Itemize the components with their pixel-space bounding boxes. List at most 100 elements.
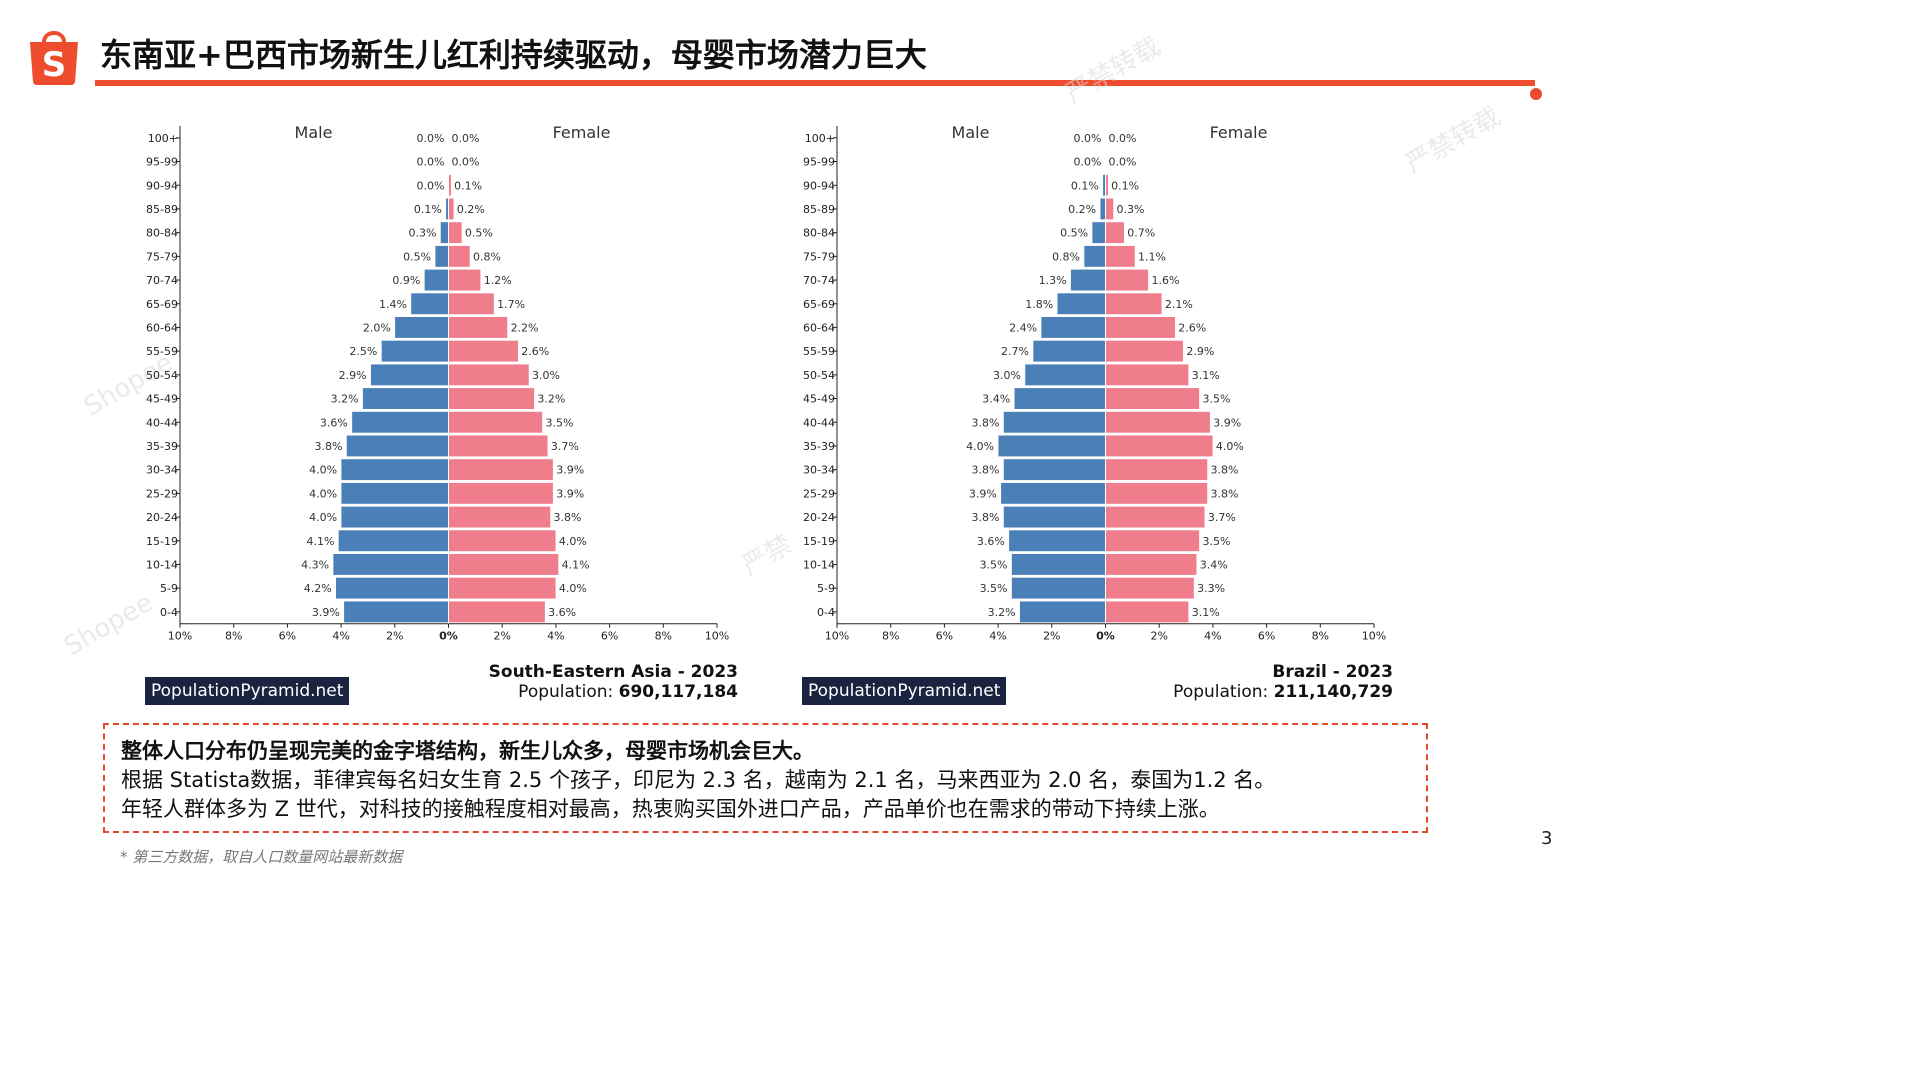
age-group-label: 75-79 (803, 250, 835, 263)
age-group-label: 100+ (148, 132, 178, 145)
age-group-label: 70-74 (803, 274, 835, 287)
age-group-label: 45-49 (146, 393, 178, 406)
male-bar (1019, 600, 1106, 623)
x-tick-label: 10% (705, 630, 729, 643)
female-bar (1105, 340, 1184, 363)
age-group-label: 90-94 (146, 179, 178, 192)
male-bar (1056, 292, 1106, 315)
female-bar (1105, 529, 1200, 552)
summary-line-1: 根据 Statista数据，菲律宾每名妇女生育 2.5 个孩子，印尼为 2.3 … (121, 768, 1276, 792)
male-bar (1011, 577, 1106, 600)
x-tick-label: 6% (601, 630, 618, 643)
female-value-label: 3.4% (1200, 558, 1228, 571)
female-bar (1105, 316, 1176, 339)
age-group-label: 65-69 (803, 298, 835, 311)
age-group-label: 40-44 (146, 416, 178, 429)
female-value-label: 3.0% (532, 369, 560, 382)
male-value-label: 4.0% (309, 511, 337, 524)
female-bar (448, 316, 508, 339)
female-value-label: 3.9% (1213, 416, 1241, 429)
x-tick-label: 2% (493, 630, 510, 643)
watermark: 严禁转载 (1060, 31, 1166, 110)
male-value-label: 3.8% (972, 416, 1000, 429)
female-value-label: 3.5% (1202, 535, 1230, 548)
female-value-label: 1.2% (484, 274, 512, 287)
female-bar (448, 411, 543, 434)
x-tick-label: 8% (655, 630, 672, 643)
male-bar (343, 600, 449, 623)
male-value-label: 2.5% (349, 345, 377, 358)
female-value-label: 0.0% (1109, 132, 1137, 145)
male-value-label: 2.0% (363, 321, 391, 334)
x-tick-label: 10% (1362, 630, 1386, 643)
age-group-label: 30-34 (803, 464, 835, 477)
female-value-label: 0.5% (465, 227, 493, 240)
male-value-label: 0.3% (408, 227, 436, 240)
female-value-label: 2.2% (511, 321, 539, 334)
female-value-label: 0.1% (1111, 179, 1139, 192)
male-bar (1003, 458, 1106, 481)
region-title-brazil: Brazil - 2023 (1272, 662, 1393, 682)
x-tick-label: 8% (882, 630, 899, 643)
male-value-label: 0.2% (1068, 203, 1096, 216)
female-value-label: 4.1% (562, 558, 590, 571)
age-group-label: 95-99 (146, 156, 178, 169)
x-tick-label: 10% (825, 630, 849, 643)
female-bar (1105, 245, 1136, 268)
x-tick-label: 6% (1258, 630, 1275, 643)
age-group-label: 85-89 (803, 203, 835, 216)
age-group-label: 5-9 (160, 582, 178, 595)
female-value-label: 2.6% (521, 345, 549, 358)
male-bar (362, 387, 449, 410)
age-group-label: 75-79 (146, 250, 178, 263)
female-value-label: 0.8% (473, 250, 501, 263)
title-underline (95, 80, 1535, 86)
female-bar (448, 482, 554, 505)
female-bar (1105, 197, 1114, 220)
age-group-label: 50-54 (146, 369, 178, 382)
female-bar (448, 197, 455, 220)
male-value-label: 3.8% (972, 464, 1000, 477)
female-value-label: 3.9% (556, 464, 584, 477)
male-bar (1013, 387, 1106, 410)
male-bar (340, 482, 449, 505)
age-group-label: 10-14 (803, 558, 835, 571)
age-group-label: 90-94 (803, 179, 835, 192)
age-group-label: 80-84 (803, 227, 835, 240)
female-value-label: 0.3% (1117, 203, 1145, 216)
female-bar (448, 505, 551, 529)
female-value-label: 3.5% (1202, 393, 1230, 406)
female-bar (1105, 221, 1125, 244)
age-group-label: 20-24 (803, 511, 835, 524)
male-bar (1011, 553, 1106, 576)
female-bar (1105, 553, 1198, 576)
female-value-label: 2.1% (1165, 298, 1193, 311)
age-group-label: 0-4 (160, 606, 178, 619)
female-header: Female (1210, 123, 1268, 142)
male-value-label: 0.0% (1074, 132, 1102, 145)
footnote: * 第三方数据，取自人口数量网站最新数据 (120, 848, 403, 866)
x-tick-label: 10% (168, 630, 192, 643)
male-bar (381, 340, 449, 363)
male-value-label: 2.9% (339, 369, 367, 382)
age-group-label: 35-39 (803, 440, 835, 453)
male-value-label: 2.4% (1009, 321, 1037, 334)
female-value-label: 1.6% (1151, 274, 1179, 287)
female-bar (448, 292, 495, 315)
female-bar (448, 434, 549, 458)
female-value-label: 3.1% (1192, 369, 1220, 382)
age-group-label: 35-39 (146, 440, 178, 453)
female-bar (448, 245, 471, 268)
female-bar (1105, 577, 1195, 600)
age-group-label: 0-4 (817, 606, 835, 619)
male-bar (1003, 505, 1106, 529)
female-value-label: 1.1% (1138, 250, 1166, 263)
female-value-label: 4.0% (559, 582, 587, 595)
female-value-label: 0.0% (452, 156, 480, 169)
male-value-label: 4.0% (309, 487, 337, 500)
male-value-label: 3.8% (972, 511, 1000, 524)
female-bar (448, 340, 519, 363)
male-bar (1000, 482, 1106, 505)
female-bar (1105, 269, 1149, 292)
female-value-label: 3.8% (1211, 487, 1239, 500)
